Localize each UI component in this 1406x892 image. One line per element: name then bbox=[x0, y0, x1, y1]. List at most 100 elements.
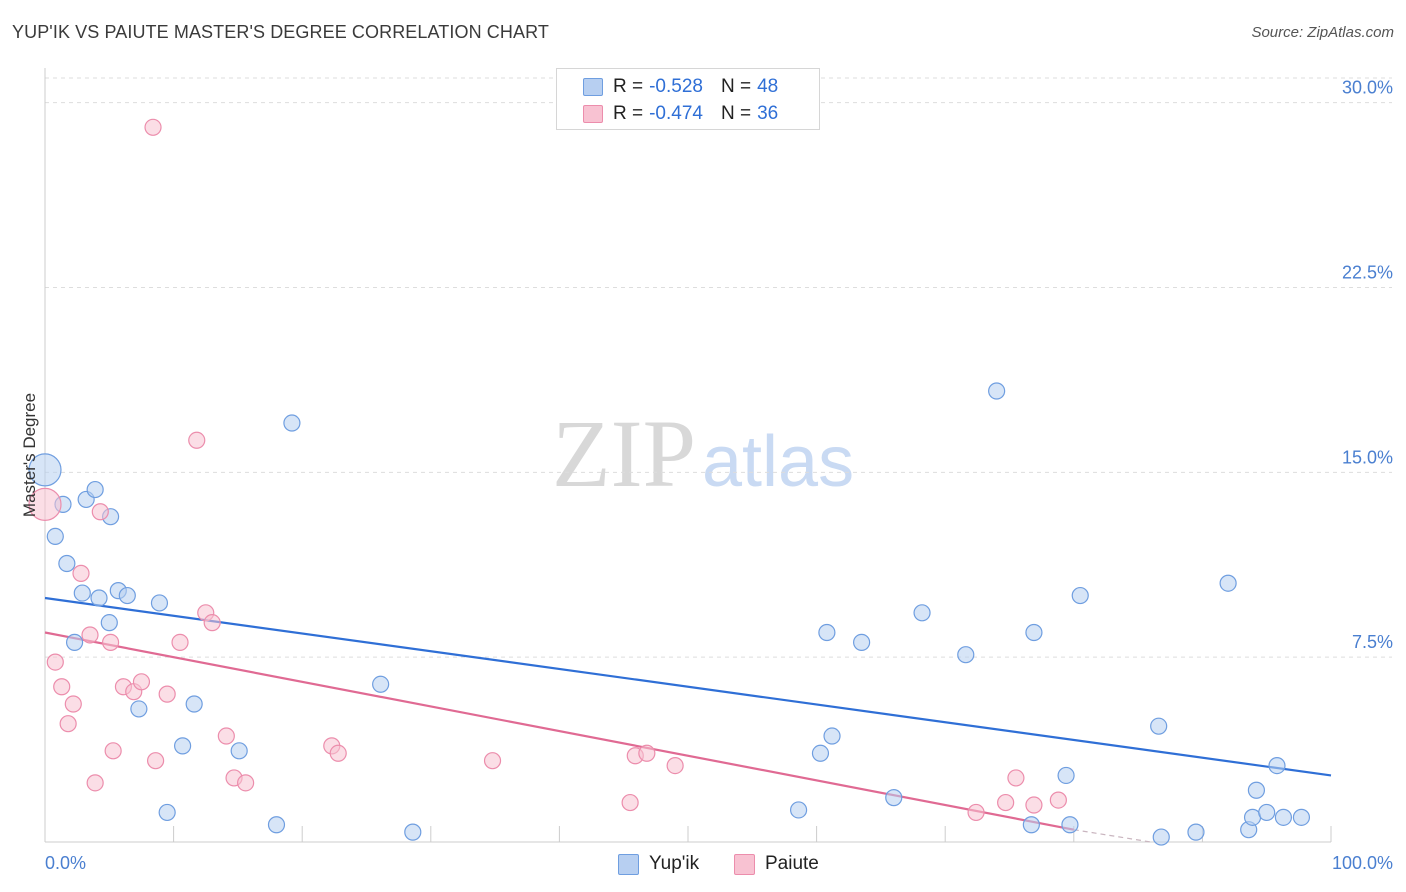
paiute-point bbox=[203, 614, 221, 632]
legend-label-paiute: Paiute bbox=[765, 853, 819, 874]
data-points bbox=[28, 118, 1311, 846]
yupik-point bbox=[404, 823, 422, 841]
yupik-point bbox=[789, 801, 808, 819]
yupik-point bbox=[1150, 717, 1168, 735]
yupik-point bbox=[158, 803, 176, 822]
legend-label-yupik: Yup'ik bbox=[649, 853, 700, 874]
yupik-point bbox=[1268, 756, 1286, 775]
tick-labels: 7.5% 15.0% 22.5% 30.0% 0.0% 100.0% bbox=[45, 78, 1393, 873]
yupik-point bbox=[818, 623, 836, 642]
n-value: 36 bbox=[757, 103, 779, 124]
paiute-point bbox=[146, 752, 165, 770]
paiute-point bbox=[144, 118, 162, 136]
paiute-point bbox=[237, 774, 255, 792]
bottom-legend-yupik: Yup'ik bbox=[618, 852, 699, 876]
yupik-point bbox=[118, 586, 136, 605]
correlation-legend: R = -0.528 N = 48 R = -0.474 N = 36 bbox=[556, 68, 820, 130]
yupik-swatch bbox=[583, 78, 603, 96]
yupik-point bbox=[283, 414, 301, 432]
yupik-point bbox=[1274, 808, 1293, 826]
source-label: Source: ZipAtlas.com bbox=[1251, 24, 1394, 41]
yupik-point bbox=[174, 737, 192, 755]
yupik-point bbox=[28, 453, 62, 487]
paiute-point bbox=[329, 744, 347, 762]
paiute-point bbox=[997, 793, 1015, 812]
paiute-point bbox=[59, 715, 77, 733]
n-label: N = bbox=[720, 103, 752, 124]
yupik-point bbox=[100, 614, 118, 632]
paiute-point bbox=[101, 633, 120, 651]
trend-lines bbox=[44, 596, 1332, 843]
yupik-point bbox=[1057, 766, 1075, 785]
yupik-point bbox=[58, 554, 76, 573]
n-value: 48 bbox=[757, 76, 779, 97]
paiute-swatch bbox=[734, 853, 755, 875]
yupik-point bbox=[46, 527, 64, 546]
paiute-point bbox=[81, 626, 99, 644]
r-label: R = bbox=[613, 76, 644, 97]
paiute-point bbox=[132, 673, 151, 691]
paiute-point bbox=[53, 678, 71, 696]
yupik-point bbox=[86, 480, 104, 499]
y-tick-label: 30.0% bbox=[1342, 78, 1393, 98]
yupik-point bbox=[185, 695, 203, 713]
paiute-point bbox=[483, 752, 502, 770]
paiute-point bbox=[967, 803, 985, 822]
yupik-point bbox=[130, 700, 148, 718]
yupik-point bbox=[957, 646, 975, 664]
paiute-point bbox=[1049, 791, 1067, 809]
paiute-point bbox=[1025, 796, 1043, 814]
paiute-point bbox=[91, 503, 109, 521]
legend-row-paiute: R = -0.474 N = 36 bbox=[583, 102, 778, 126]
x-tick-label: 0.0% bbox=[45, 853, 86, 873]
yupik-point bbox=[1022, 816, 1040, 834]
paiute-point bbox=[188, 431, 206, 449]
yupik-point bbox=[230, 742, 248, 760]
yupik-point bbox=[1247, 781, 1266, 799]
yupik-point bbox=[885, 789, 903, 807]
paiute-point bbox=[28, 487, 62, 521]
yupik-point bbox=[1258, 803, 1276, 822]
r-label: R = bbox=[613, 103, 644, 124]
paiute-point bbox=[104, 742, 122, 760]
paiute-point bbox=[217, 727, 235, 745]
yupik-point bbox=[823, 727, 841, 745]
yupik-point bbox=[372, 675, 390, 693]
yupik-trend-line bbox=[44, 596, 1332, 777]
yupik-point bbox=[90, 589, 108, 607]
paiute-trend-line bbox=[44, 631, 1075, 831]
yupik-swatch bbox=[618, 853, 639, 875]
yupik-point bbox=[811, 744, 830, 762]
paiute-trend-extension bbox=[1073, 829, 1152, 843]
paiute-point bbox=[158, 685, 176, 703]
yupik-point bbox=[1187, 823, 1205, 841]
yupik-point bbox=[150, 594, 169, 612]
yupik-point bbox=[1061, 816, 1079, 834]
paiute-point bbox=[86, 774, 104, 792]
yupik-point bbox=[853, 633, 871, 651]
yupik-point bbox=[65, 633, 84, 651]
paiute-swatch bbox=[583, 105, 603, 123]
paiute-point bbox=[171, 633, 189, 651]
axes bbox=[44, 68, 1332, 843]
yupik-point bbox=[1219, 574, 1237, 592]
grid-lines bbox=[45, 77, 1392, 658]
paiute-point bbox=[621, 793, 639, 812]
chart-title: YUP'IK VS PAIUTE MASTER'S DEGREE CORRELA… bbox=[12, 22, 549, 42]
yupik-point bbox=[73, 584, 91, 602]
paiute-point bbox=[64, 695, 82, 713]
y-tick-label: 7.5% bbox=[1352, 632, 1393, 652]
yupik-point bbox=[988, 382, 1006, 400]
paiute-point bbox=[72, 564, 90, 582]
paiute-point bbox=[638, 744, 656, 762]
r-value: -0.474 bbox=[649, 103, 703, 124]
bottom-legend-paiute: Paiute bbox=[734, 852, 819, 876]
yupik-point bbox=[1292, 808, 1311, 826]
r-value: -0.528 bbox=[649, 76, 703, 97]
paiute-point bbox=[1007, 769, 1025, 787]
yupik-point bbox=[1071, 586, 1089, 605]
x-tick-label: 100.0% bbox=[1332, 853, 1393, 873]
paiute-point bbox=[666, 756, 684, 775]
paiute-point bbox=[46, 653, 64, 671]
